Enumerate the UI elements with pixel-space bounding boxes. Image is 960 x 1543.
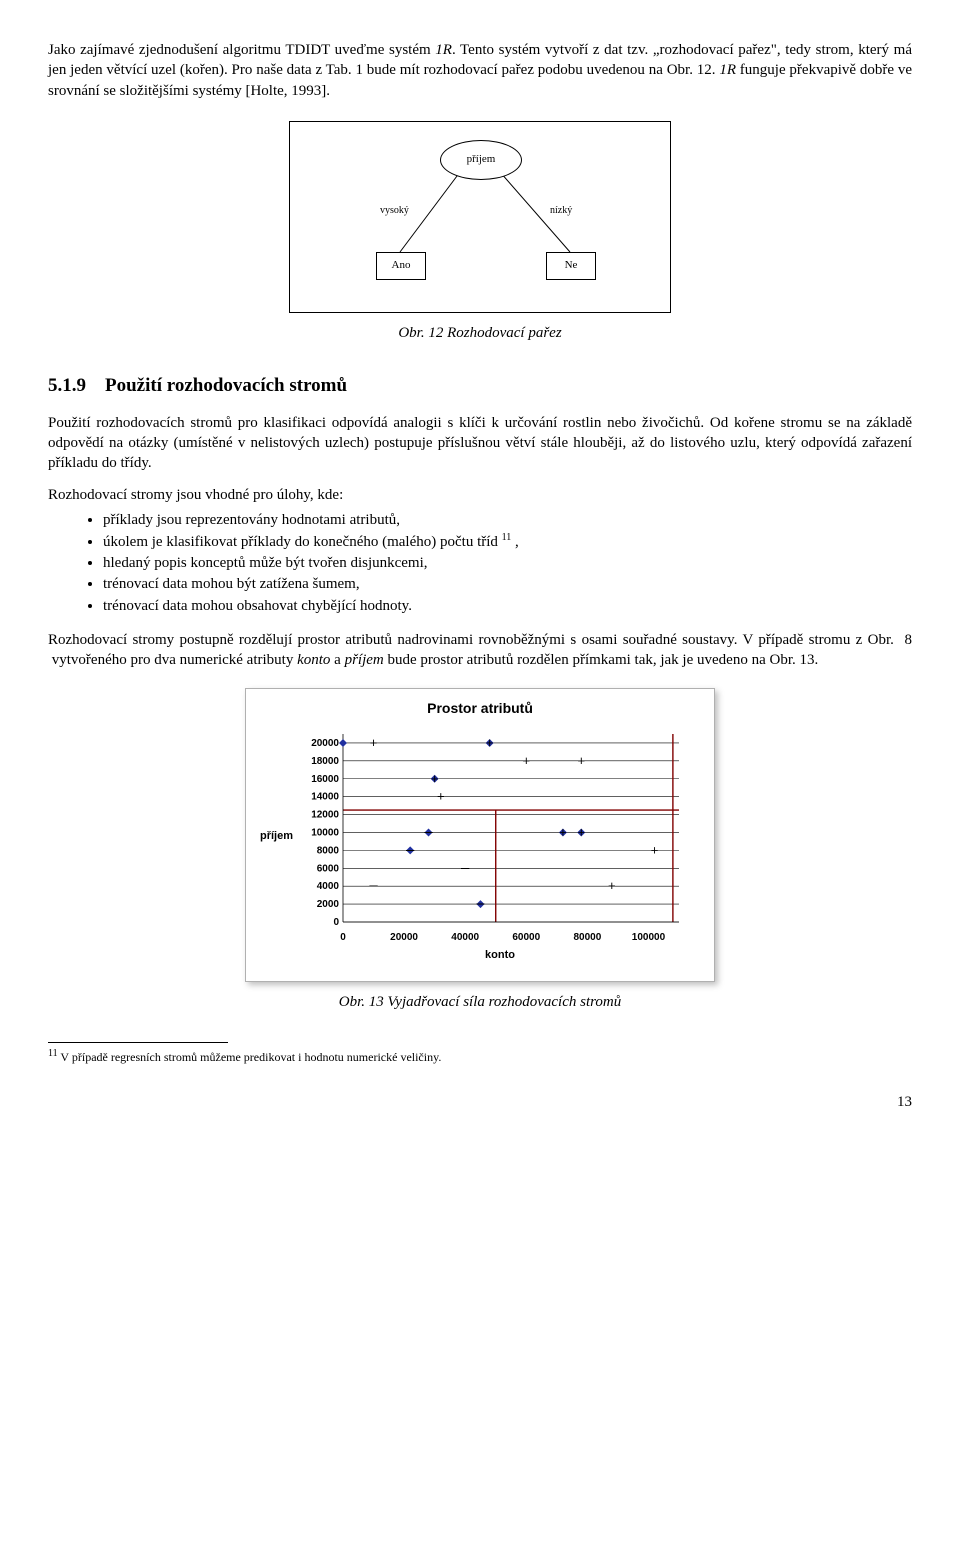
figure-12: příjem vysoký nízký Ano Ne — [48, 121, 912, 313]
svg-text:10000: 10000 — [311, 828, 339, 839]
svg-text:–: – — [369, 877, 378, 894]
svg-text:100000: 100000 — [632, 932, 666, 943]
chart-svg: 0 2000 4000 6000 8000 10000 12000 14000 16000 180… — [299, 726, 700, 946]
bullet-2-text: úkolem je klasifikovat příklady do koneč… — [103, 534, 502, 550]
svg-text:20000: 20000 — [311, 738, 339, 749]
chart-xlabel: konto — [300, 948, 700, 963]
section-heading: 5.1.9 Použití rozhodovacích stromů — [48, 373, 912, 399]
list-item: příklady jsou reprezentovány hodnotami a… — [103, 510, 912, 530]
svg-text:+: + — [559, 825, 567, 840]
p3-d: příjem — [345, 652, 384, 668]
attribute-space-chart: Prostor atributů příjem 0 2000 4000 6000 800… — [245, 688, 715, 982]
p1-d: 1R — [719, 62, 736, 78]
paragraph-1: Jako zajímavé zjednodušení algoritmu TDI… — [48, 40, 912, 101]
edge-label-right: nízký — [550, 204, 572, 218]
svg-text:0: 0 — [333, 917, 339, 928]
leaf-left: Ano — [376, 252, 426, 280]
p1-b: 1R — [435, 42, 452, 58]
p3-e: bude prostor atributů rozdělen přímkami … — [384, 652, 818, 668]
svg-text:14000: 14000 — [311, 792, 339, 803]
p3-b: konto — [297, 652, 330, 668]
page-number: 13 — [48, 1092, 912, 1112]
svg-text:20000: 20000 — [390, 932, 418, 943]
root-node: příjem — [440, 140, 522, 180]
edge-label-left: vysoký — [380, 204, 409, 218]
list-item: hledaný popis konceptů může být tvořen d… — [103, 553, 912, 573]
paragraph-2: Použití rozhodovacích stromů pro klasifi… — [48, 413, 912, 474]
svg-text:+: + — [437, 789, 445, 804]
svg-text:+: + — [431, 771, 439, 786]
svg-text:16000: 16000 — [311, 774, 339, 785]
svg-text:+: + — [608, 878, 616, 893]
leaf-right: Ne — [546, 252, 596, 280]
footnote-ref-11: 11 — [502, 532, 512, 543]
section-number: 5.1.9 — [48, 375, 86, 396]
svg-text:12000: 12000 — [311, 810, 339, 821]
footnote-11: 11 V případě regresních stromů můžeme pr… — [48, 1047, 912, 1065]
svg-text:6000: 6000 — [317, 864, 340, 875]
svg-text:80000: 80000 — [573, 932, 601, 943]
list-item: trénovací data mohou být zatížena šumem, — [103, 574, 912, 594]
chart-ylabel: příjem — [260, 829, 293, 844]
svg-text:+: + — [651, 843, 659, 858]
svg-text:+: + — [486, 735, 494, 750]
svg-text:+: + — [370, 735, 378, 750]
svg-text:–: – — [461, 860, 470, 877]
svg-text:40000: 40000 — [451, 932, 479, 943]
svg-text:+: + — [577, 753, 585, 768]
figure-13: Prostor atributů příjem 0 2000 4000 6000 800… — [48, 688, 912, 982]
p3-c: a — [330, 652, 344, 668]
figure-12-caption: Obr. 12 Rozhodovací pařez — [48, 323, 912, 343]
svg-text:–: – — [406, 842, 415, 859]
chart-title: Prostor atributů — [260, 699, 700, 718]
svg-text:2000: 2000 — [317, 899, 340, 910]
decision-stump-diagram: příjem vysoký nízký Ano Ne — [289, 121, 671, 313]
list-intro: Rozhodovací stromy jsou vhodné pro úlohy… — [48, 485, 912, 505]
list-item: úkolem je klasifikovat příklady do koneč… — [103, 531, 912, 552]
p1-a: Jako zajímavé zjednodušení algoritmu TDI… — [48, 42, 435, 58]
footnote-number: 11 — [48, 1048, 58, 1059]
svg-text:4000: 4000 — [317, 881, 340, 892]
bullet-2-tail: , — [511, 534, 519, 550]
svg-text:–: – — [424, 824, 433, 841]
svg-text:–: – — [476, 895, 485, 912]
figure-13-caption: Obr. 13 Vyjadřovací síla rozhodovacích s… — [48, 992, 912, 1012]
footnote-text: V případě regresních stromů můžeme predi… — [58, 1050, 442, 1064]
svg-text:0: 0 — [340, 932, 346, 943]
svg-text:60000: 60000 — [512, 932, 540, 943]
paragraph-3: Rozhodovací stromy postupně rozdělují pr… — [48, 630, 912, 671]
svg-text:+: + — [522, 753, 530, 768]
list-item: trénovací data mohou obsahovat chybějící… — [103, 596, 912, 616]
section-title: Použití rozhodovacích stromů — [105, 375, 347, 396]
bullet-list: příklady jsou reprezentovány hodnotami a… — [48, 510, 912, 616]
svg-text:8000: 8000 — [317, 846, 340, 857]
svg-text:18000: 18000 — [311, 756, 339, 767]
svg-text:+: + — [577, 825, 585, 840]
footnote-rule — [48, 1042, 228, 1043]
